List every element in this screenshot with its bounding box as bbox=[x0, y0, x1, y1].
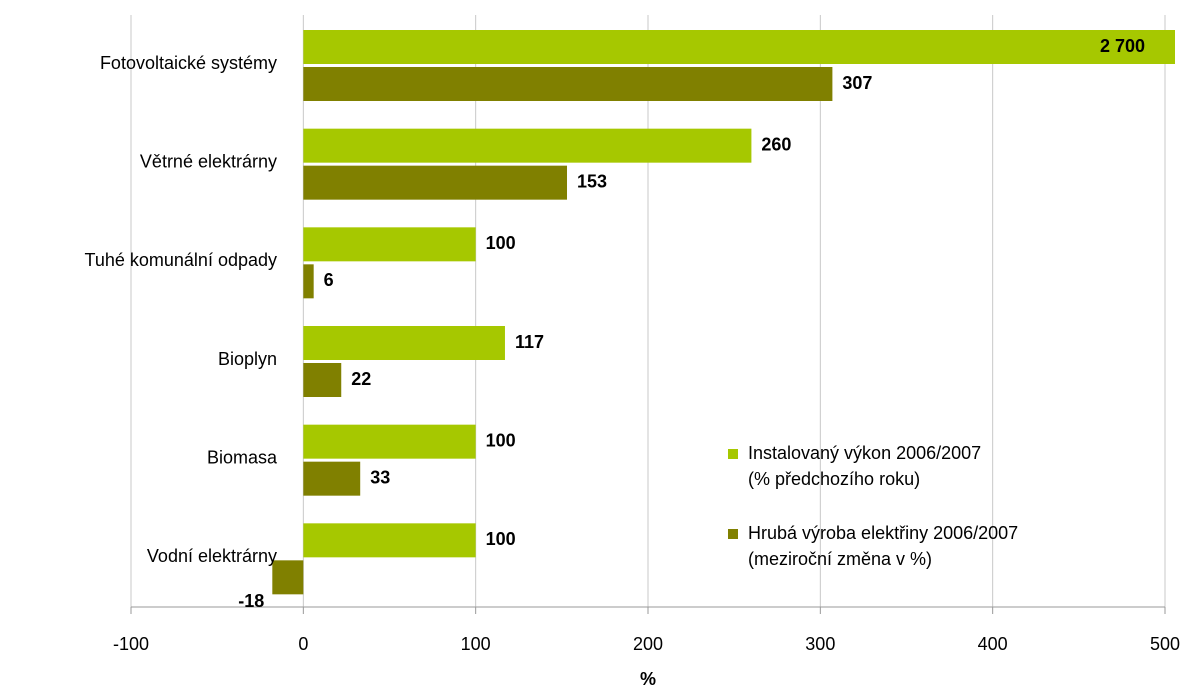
x-axis-label: % bbox=[640, 669, 656, 688]
x-tick-label: 0 bbox=[298, 634, 308, 654]
legend-swatch bbox=[728, 449, 738, 459]
x-tick-label: -100 bbox=[113, 634, 149, 654]
x-tick-label: 200 bbox=[633, 634, 663, 654]
bar bbox=[272, 560, 304, 595]
y-tick-label: Fotovoltaické systémy bbox=[100, 53, 277, 73]
bar bbox=[303, 326, 505, 360]
y-tick-label: Větrné elektrárny bbox=[140, 151, 277, 171]
x-tick-label: 100 bbox=[461, 634, 491, 654]
value-label: 2 700 bbox=[1100, 36, 1145, 56]
bar bbox=[303, 67, 833, 101]
value-label: 260 bbox=[761, 134, 791, 154]
y-tick-label: Vodní elektrárny bbox=[147, 546, 277, 566]
bar bbox=[303, 461, 361, 496]
bar bbox=[303, 227, 476, 262]
y-tick-label: Tuhé komunální odpady bbox=[85, 250, 277, 270]
value-label: 100 bbox=[486, 430, 516, 450]
y-tick-label: Bioplyn bbox=[218, 349, 277, 369]
bar bbox=[303, 264, 314, 299]
bar bbox=[303, 363, 342, 397]
bar bbox=[303, 424, 476, 459]
legend-swatch bbox=[728, 529, 738, 539]
x-tick-label: 500 bbox=[1150, 634, 1180, 654]
legend: Instalovaný výkon 2006/2007 (% předchozí… bbox=[728, 440, 1018, 600]
value-label: 100 bbox=[486, 233, 516, 253]
value-label: 153 bbox=[577, 171, 607, 191]
value-label: 100 bbox=[486, 529, 516, 549]
bar bbox=[303, 30, 1175, 64]
value-label: 22 bbox=[351, 369, 371, 389]
legend-label: Hrubá výroba elektřiny 2006/2007 (meziro… bbox=[748, 523, 1019, 569]
value-label: 6 bbox=[324, 270, 334, 290]
x-tick-label: 300 bbox=[805, 634, 835, 654]
value-label: 307 bbox=[842, 73, 872, 93]
bar bbox=[303, 523, 476, 558]
value-label: -18 bbox=[238, 591, 264, 611]
legend-item: Instalovaný výkon 2006/2007 (% předchozí… bbox=[728, 440, 1018, 492]
legend-item: Hrubá výroba elektřiny 2006/2007 (meziro… bbox=[728, 520, 1018, 572]
y-tick-label: Biomasa bbox=[207, 447, 278, 467]
bars bbox=[272, 30, 1175, 595]
value-label: 33 bbox=[370, 467, 390, 487]
x-tick-label: 400 bbox=[978, 634, 1008, 654]
bar bbox=[303, 165, 568, 200]
legend-label: Instalovaný výkon 2006/2007 (% předchozí… bbox=[748, 443, 982, 489]
bar bbox=[303, 128, 752, 163]
value-label: 117 bbox=[515, 332, 544, 352]
